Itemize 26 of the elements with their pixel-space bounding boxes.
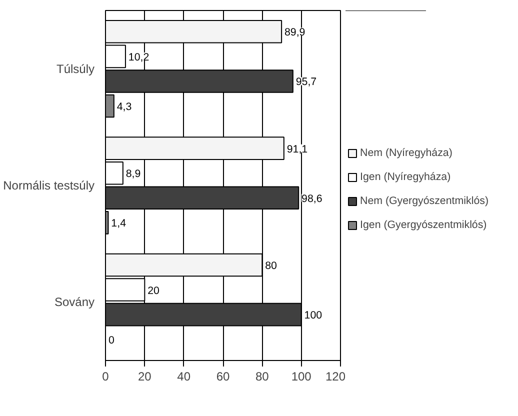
data-label: 80 bbox=[265, 260, 278, 272]
y-tick-label: Sovány bbox=[54, 295, 95, 310]
x-tick-label: 100 bbox=[291, 370, 312, 384]
data-label: 91,1 bbox=[286, 143, 308, 156]
data-label: 95,7 bbox=[296, 76, 317, 88]
x-tick-label: 0 bbox=[102, 370, 110, 384]
y-tick-label: Túlsúly bbox=[56, 62, 95, 76]
legend-label: Nem (Gyergyószentmiklós) bbox=[360, 194, 488, 206]
data-label: 10,2 bbox=[128, 51, 150, 64]
legend-label: Nem (Nyíregyháza) bbox=[360, 146, 452, 158]
y-tick-label: Normális testsúly bbox=[3, 178, 95, 192]
data-label: 89,9 bbox=[284, 26, 306, 39]
data-label: 4,3 bbox=[116, 101, 132, 114]
legend-label: Igen (Nyíregyháza) bbox=[360, 170, 451, 182]
data-label: 98,6 bbox=[302, 192, 322, 205]
x-tick-label: 60 bbox=[216, 370, 230, 384]
x-tick-label: 20 bbox=[138, 370, 152, 384]
data-label: 8,9 bbox=[126, 168, 141, 180]
data-label: 20 bbox=[148, 284, 160, 297]
legend-label: Igen (Gyergyószentmiklós) bbox=[360, 218, 487, 230]
x-tick-label: 80 bbox=[255, 370, 270, 384]
x-tick-label: 120 bbox=[325, 370, 346, 384]
data-label: 100 bbox=[304, 310, 322, 322]
x-tick-label: 40 bbox=[177, 370, 191, 384]
data-label: 0 bbox=[108, 334, 114, 346]
data-label: 1,4 bbox=[111, 218, 126, 230]
